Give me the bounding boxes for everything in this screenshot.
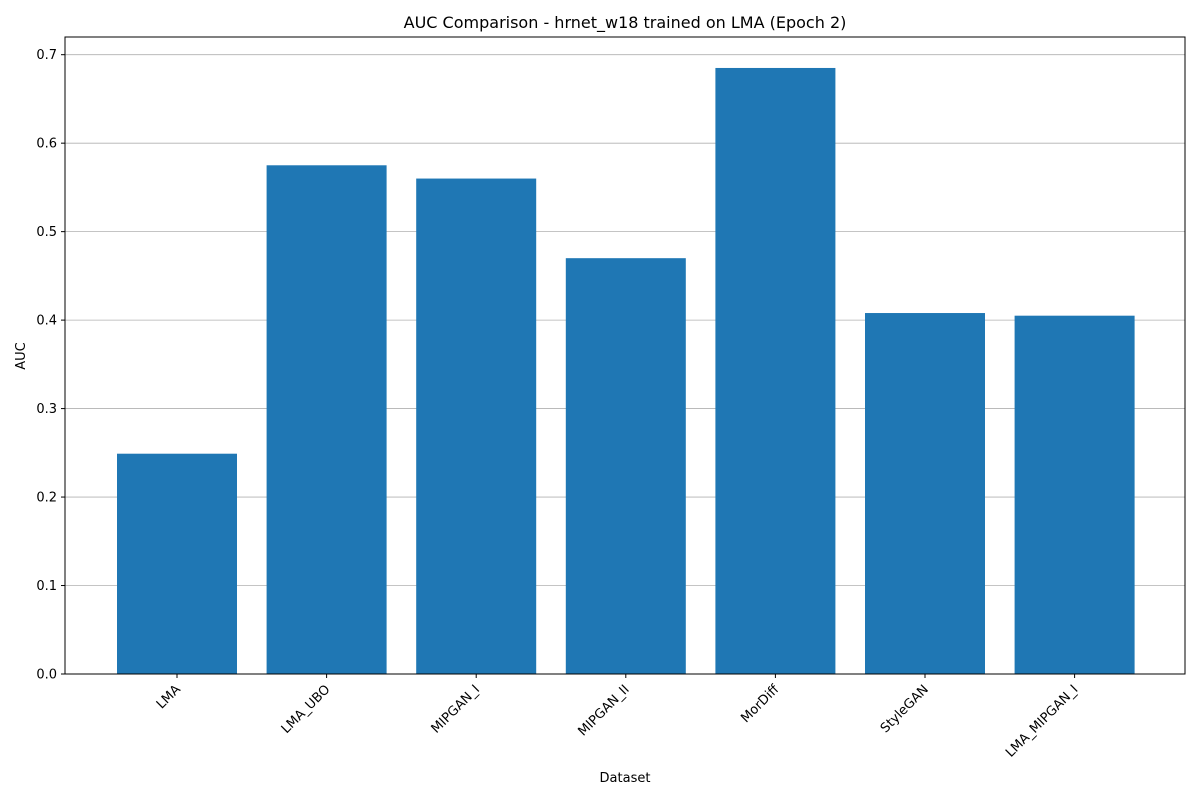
x-axis-ticks: LMA LMA_UBO MIPGAN_I MIPGAN_II MorDiff StyleG… — [154, 674, 1081, 761]
x-tick-label: LMA_MIPGAN_I — [1003, 682, 1081, 760]
bar-mipgan-i — [416, 178, 537, 675]
x-tick-label: LMA_UBO — [279, 682, 334, 737]
y-tick-label: 0.1 — [36, 579, 57, 594]
y-tick-label: 0.3 — [36, 402, 57, 417]
x-tick-label: MorDiff — [738, 681, 783, 726]
chart-title: AUC Comparison - hrnet_w18 trained on LM… — [404, 13, 847, 33]
plot-frame — [64, 36, 1186, 675]
bar-lma-ubo — [266, 165, 387, 674]
bar-mipgan-ii — [565, 258, 686, 674]
bar-mordiff — [715, 67, 836, 675]
y-tick-label: 0.6 — [36, 137, 57, 152]
x-tick-label: LMA — [154, 682, 184, 712]
bar-stylegan — [865, 313, 985, 674]
x-axis-label: Dataset — [600, 771, 651, 786]
bars — [117, 67, 1135, 675]
y-tick-label: 0.4 — [36, 314, 57, 329]
y-axis-label: AUC — [14, 342, 29, 370]
bar-lma — [117, 453, 237, 674]
y-axis-ticks: 0.0 0.1 0.2 0.3 0.4 0.5 0.6 0.7 — [36, 48, 65, 683]
x-tick-label: MIPGAN_II — [576, 682, 633, 739]
x-tick-label: StyleGAN — [878, 682, 932, 736]
x-tick-label: MIPGAN_I — [429, 682, 483, 736]
y-tick-label: 0.7 — [36, 48, 57, 63]
y-tick-label: 0.0 — [36, 668, 57, 683]
y-tick-label: 0.2 — [36, 491, 57, 506]
y-tick-label: 0.5 — [36, 225, 57, 240]
bar-lma-mipgan-i — [1014, 315, 1135, 674]
